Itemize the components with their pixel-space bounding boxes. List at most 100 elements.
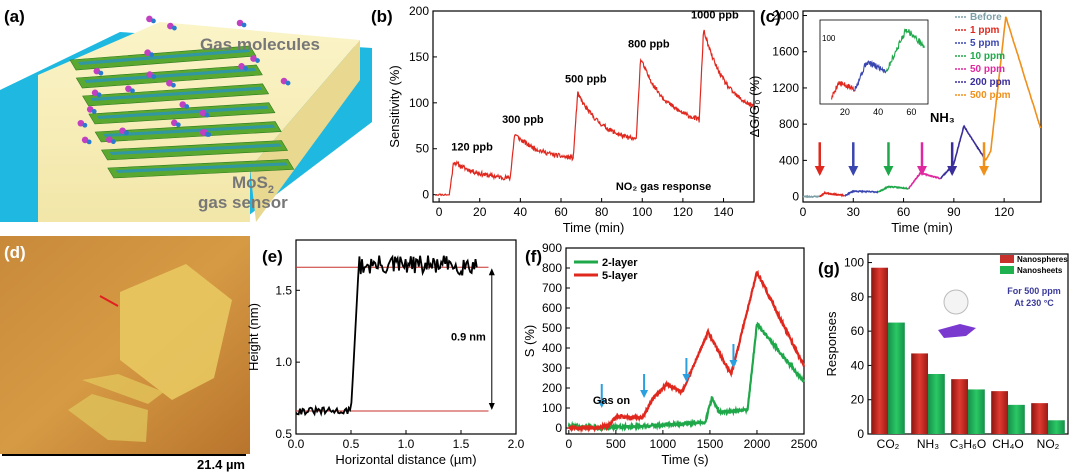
chart-b-no2-response: 0 20 40 60 80 100 120 140 0 50 100 150 200 Time (min)… <box>371 4 755 235</box>
category-label: C₃H₆O <box>950 437 986 451</box>
y-tick-label: 200 <box>542 381 562 395</box>
pulse-label: 500 ppb <box>565 74 607 86</box>
gas-molecule-atom <box>86 139 92 145</box>
legend-entry: 200 ppm <box>970 77 1011 88</box>
legend-entry: Before <box>970 12 1002 23</box>
gas-molecule-atom <box>96 92 102 98</box>
legend-entry: Nanospheres <box>1017 255 1068 264</box>
gas-molecule-atom <box>204 132 210 137</box>
afm-line-profile-marker <box>99 295 119 307</box>
y-tick-label: 100 <box>844 256 864 270</box>
x-tick-label: 120 <box>673 205 693 219</box>
y-tick-label: 0.5 <box>275 427 292 441</box>
y-tick-label: 0 <box>792 190 799 204</box>
bar-nanosheets <box>968 389 985 434</box>
y-tick-label: 800 <box>542 261 562 275</box>
gas-on-arrow-head <box>979 165 990 176</box>
category-label: NH₃ <box>917 437 939 451</box>
legend-swatch <box>1000 255 1014 263</box>
y-tick-label: 800 <box>779 117 799 131</box>
y-axis-label: S (%) <box>522 325 537 358</box>
panel-d-afm-image: (d) 21.4 µm <box>0 236 250 472</box>
x-tick-label: 2.0 <box>508 437 525 451</box>
y-axis-label: Responses <box>824 311 839 377</box>
x-tick-label: 1.5 <box>453 437 470 451</box>
gas-on-arrow-head <box>640 390 649 398</box>
y-tick-label: 60 <box>851 324 865 338</box>
gas-molecules-group <box>77 15 291 145</box>
chart-f-layer-response: 0 500 1000 1500 2000 2500 0 100 200 300 400 500 600 7… <box>522 241 818 467</box>
y-tick-label: 500 <box>542 321 562 335</box>
inset-y-tick-label: 100 <box>822 34 836 43</box>
legend-entry: 5 ppm <box>970 38 1000 49</box>
y-tick-label: 400 <box>779 153 799 167</box>
y-tick-label: 2000 <box>772 9 799 23</box>
x-tick-label: 0 <box>565 437 572 451</box>
condition-note-2: At 230 °C <box>1014 298 1054 308</box>
gas-molecule-atom <box>91 108 97 114</box>
electrode-film <box>84 67 257 83</box>
panel-b-label: (b) <box>371 7 393 26</box>
layer-series-line <box>567 269 806 434</box>
x-tick-label: 100 <box>632 205 652 219</box>
nh3-series-line <box>940 124 987 180</box>
electrode-film <box>103 124 276 137</box>
afm-flake-small <box>68 394 148 442</box>
nh3-series-line <box>877 185 909 193</box>
y-tick-label: 100 <box>409 96 429 110</box>
plot-frame <box>802 10 1042 203</box>
inset-series-line <box>885 28 925 72</box>
pulse-label: 800 ppb <box>628 39 670 51</box>
y-tick-label: 0 <box>857 427 864 441</box>
nh3-series-line <box>844 189 879 197</box>
category-label: NO₂ <box>1037 437 1060 451</box>
gas-on-arrow-head <box>597 400 606 408</box>
panel-g-label: (g) <box>818 259 840 278</box>
legend-entry: 10 ppm <box>970 51 1005 62</box>
nh3-series-line <box>985 16 1042 161</box>
legend-entry: 2-layer <box>602 257 638 269</box>
y-tick-label: 40 <box>851 358 865 372</box>
bar-nanosheets <box>888 322 905 434</box>
bar-nanospheres <box>991 391 1008 434</box>
y-axis-label: ΔG/G₀ (%) <box>747 76 762 138</box>
substrate-side <box>250 40 360 222</box>
gas-on-arrow-head <box>883 165 894 176</box>
gas-on-label: Gas on <box>593 395 631 407</box>
gas-molecules-label: Gas molecules <box>200 35 320 54</box>
legend-entry: 500 ppm <box>970 90 1011 101</box>
nh3-series-line <box>819 190 845 198</box>
panel-a-schematic: (a) Gas molecules MoS2 gas sensor <box>0 7 372 222</box>
gas-molecule-atom <box>130 88 135 94</box>
gas-on-arrow-head <box>682 374 691 382</box>
inset-x-tick-label: 20 <box>840 107 850 117</box>
x-tick-label: 2000 <box>744 437 771 451</box>
y-tick-label: 1.5 <box>275 283 292 297</box>
y-tick-label: 1200 <box>772 81 799 95</box>
y-axis-label: Sensitivity (%) <box>387 65 402 147</box>
x-tick-label: 30 <box>847 205 861 219</box>
gas-on-arrow-head <box>814 165 825 176</box>
afm-flake-strip <box>82 374 164 404</box>
gas-molecule-atom <box>241 22 247 28</box>
y-tick-label: 300 <box>542 361 562 375</box>
nh3-series-line <box>908 171 941 190</box>
legend-entry: Nanosheets <box>1017 266 1063 275</box>
height-profile-line <box>295 254 478 417</box>
bar-nanospheres <box>951 379 968 434</box>
gas-molecule-atom <box>151 18 156 24</box>
gas-molecule-atom <box>255 58 260 63</box>
category-label: CO₂ <box>877 437 900 451</box>
bar-nanosheets <box>928 374 945 434</box>
pulse-label: 1000 ppb <box>691 9 739 21</box>
legend-swatch <box>1000 266 1014 274</box>
x-tick-label: 500 <box>606 437 626 451</box>
arrow-head-down <box>488 403 495 411</box>
bar-nanospheres <box>1031 403 1048 434</box>
panel-e-label: (e) <box>262 247 283 266</box>
gas-on-arrow-head <box>848 165 859 176</box>
y-tick-label: 100 <box>542 401 562 415</box>
